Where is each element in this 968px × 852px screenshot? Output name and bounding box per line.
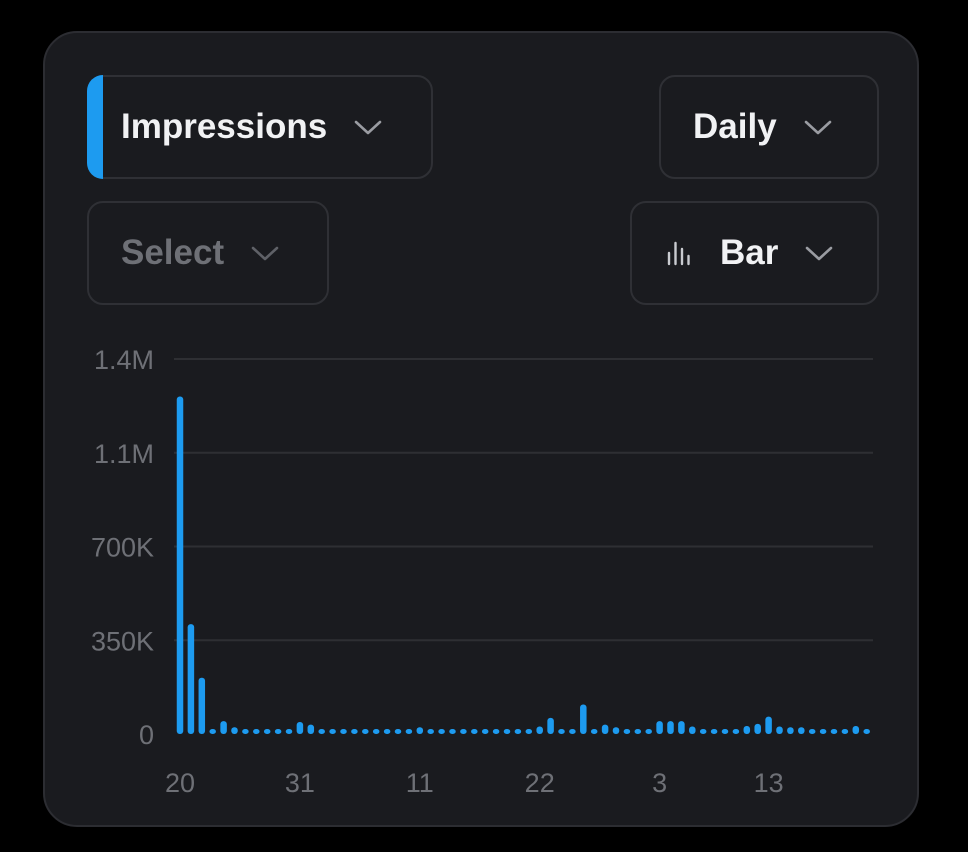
bar[interactable] [645, 729, 652, 734]
bar[interactable] [558, 729, 565, 734]
metric-dropdown[interactable]: Impressions [87, 75, 433, 179]
compare-select[interactable]: Select [87, 201, 329, 305]
bar[interactable] [242, 729, 249, 734]
x-tick-label: 3 [652, 768, 667, 798]
bar[interactable] [732, 729, 740, 734]
bar[interactable] [220, 721, 227, 734]
chevron-down-icon [251, 246, 279, 261]
x-tick-label: 20 [165, 768, 195, 798]
y-tick-label: 1.1M [94, 439, 154, 469]
x-tick-label: 22 [525, 768, 555, 798]
bar[interactable] [471, 729, 478, 734]
bar[interactable] [492, 729, 500, 734]
bar[interactable] [863, 729, 870, 734]
metric-dropdown-label: Impressions [121, 107, 328, 146]
bar[interactable] [176, 396, 184, 735]
x-tick-label: 31 [285, 768, 315, 798]
bar[interactable] [285, 729, 293, 734]
bar[interactable] [481, 729, 489, 734]
bar[interactable] [209, 729, 216, 734]
bar[interactable] [765, 716, 772, 734]
bar[interactable] [689, 726, 696, 735]
bar[interactable] [841, 729, 849, 734]
bar[interactable] [590, 729, 598, 734]
bar[interactable] [372, 729, 380, 734]
bar[interactable] [525, 729, 533, 734]
y-tick-label: 350K [91, 626, 154, 656]
bar[interactable] [667, 721, 674, 734]
bar[interactable] [743, 725, 751, 734]
compare-select-placeholder: Select [121, 233, 225, 272]
bar[interactable] [351, 729, 358, 734]
bar[interactable] [819, 729, 827, 734]
bar[interactable] [656, 721, 663, 734]
chart-type-dropdown[interactable]: Bar [630, 201, 879, 305]
bar[interactable] [514, 729, 522, 734]
x-tick-label: 11 [406, 768, 434, 798]
bar[interactable] [852, 725, 860, 734]
y-tick-label: 700K [91, 533, 154, 563]
bar[interactable] [547, 717, 554, 734]
bar[interactable] [612, 727, 620, 734]
bar[interactable] [187, 624, 195, 734]
bar[interactable] [503, 729, 511, 734]
bar[interactable] [274, 729, 282, 734]
bar[interactable] [754, 723, 761, 734]
bar[interactable] [231, 727, 238, 734]
chevron-down-icon [354, 120, 382, 135]
bar[interactable] [416, 727, 424, 734]
bar[interactable] [580, 704, 587, 734]
period-dropdown[interactable]: Daily [659, 75, 879, 179]
bar[interactable] [776, 726, 783, 735]
bar[interactable] [449, 729, 456, 734]
bar[interactable] [438, 729, 445, 734]
chevron-down-icon [804, 120, 831, 135]
bar[interactable] [830, 729, 838, 734]
bar-chart-icon [667, 241, 690, 266]
bar[interactable] [460, 729, 467, 734]
bar[interactable] [340, 729, 347, 734]
bar[interactable] [318, 729, 325, 734]
y-tick-label: 0 [139, 720, 154, 750]
bar[interactable] [808, 729, 816, 734]
bar[interactable] [307, 724, 315, 734]
bar[interactable] [721, 729, 729, 734]
bar[interactable] [427, 729, 434, 734]
chevron-down-icon [806, 246, 833, 261]
chart-type-label: Bar [720, 233, 779, 272]
bar[interactable] [253, 729, 260, 734]
bar[interactable] [798, 727, 805, 734]
metric-accent-bar [87, 75, 105, 179]
bar[interactable] [263, 729, 271, 734]
bar[interactable] [536, 726, 543, 735]
bar[interactable] [678, 721, 685, 734]
bar[interactable] [362, 729, 369, 734]
period-dropdown-label: Daily [693, 107, 777, 146]
bar[interactable] [569, 729, 576, 734]
bar[interactable] [710, 729, 718, 734]
x-tick-label: 13 [754, 768, 784, 798]
bar[interactable] [634, 729, 642, 734]
bar[interactable] [296, 721, 304, 734]
bar[interactable] [601, 724, 609, 734]
bar[interactable] [198, 677, 206, 734]
bar[interactable] [394, 729, 402, 734]
bar[interactable] [383, 729, 391, 734]
bar[interactable] [329, 729, 336, 734]
bar[interactable] [405, 729, 413, 734]
bar[interactable] [787, 727, 794, 734]
y-tick-label: 1.4M [94, 345, 154, 375]
bar[interactable] [699, 729, 707, 734]
bar[interactable] [623, 729, 631, 734]
